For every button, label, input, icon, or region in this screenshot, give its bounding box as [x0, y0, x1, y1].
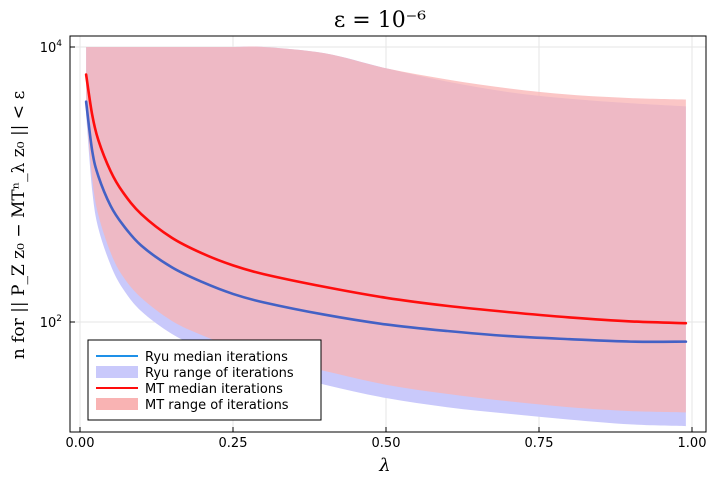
legend-swatch — [96, 398, 138, 410]
legend-swatch — [96, 366, 138, 378]
bands — [86, 46, 686, 427]
line-ryu-median-iterations — [84, 100, 688, 344]
lines — [84, 73, 688, 344]
legend-label: MT median iterations — [145, 382, 283, 397]
legend-label: MT range of iterations — [145, 398, 289, 413]
y-tick-label: 102 — [40, 314, 62, 331]
ticks: 0.00 0.25 0.50 0.75 1.00 102 104 — [40, 39, 707, 451]
x-tick-label: 0.50 — [372, 436, 401, 451]
chart-title: ε = 10⁻⁶ — [334, 8, 426, 33]
x-tick-label: 0.25 — [219, 436, 248, 451]
x-axis-label: λ — [378, 455, 390, 476]
x-tick-label: 1.00 — [678, 436, 707, 451]
legend-label: Ryu median iterations — [145, 350, 288, 365]
band-mt-range-of-iterations — [86, 46, 686, 413]
plot-frame — [69, 35, 707, 433]
x-tick-label: 0.75 — [525, 436, 554, 451]
legend-label: Ryu range of iterations — [145, 366, 294, 381]
y-tick-label: 104 — [40, 39, 63, 56]
y-axis-label: n for || P_Z z₀ − MTⁿ_λ z₀ || < ε — [9, 91, 29, 360]
line-mt-median-iterations — [84, 73, 688, 325]
x-tick-label: 0.00 — [66, 436, 95, 451]
